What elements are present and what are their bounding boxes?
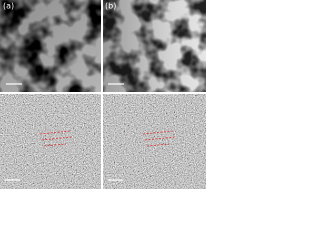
panel-b: (b) (103, 0, 206, 92)
lattice-texture (103, 94, 206, 189)
lattice-texture (0, 94, 101, 189)
panel-label: (a) (3, 2, 14, 11)
panel-c (0, 94, 101, 189)
lattice-markers (142, 130, 176, 147)
panel-a: (a) (0, 0, 101, 92)
micrograph-texture (103, 0, 206, 92)
panel-label: (b) (105, 2, 116, 11)
page: (a) (b) (() => { const data = JSON.parse… (0, 0, 206, 189)
micrograph-texture (0, 0, 101, 92)
figure: (a) (b) (0, 0, 206, 189)
panel-d (103, 94, 206, 189)
lattice-markers (39, 130, 73, 147)
